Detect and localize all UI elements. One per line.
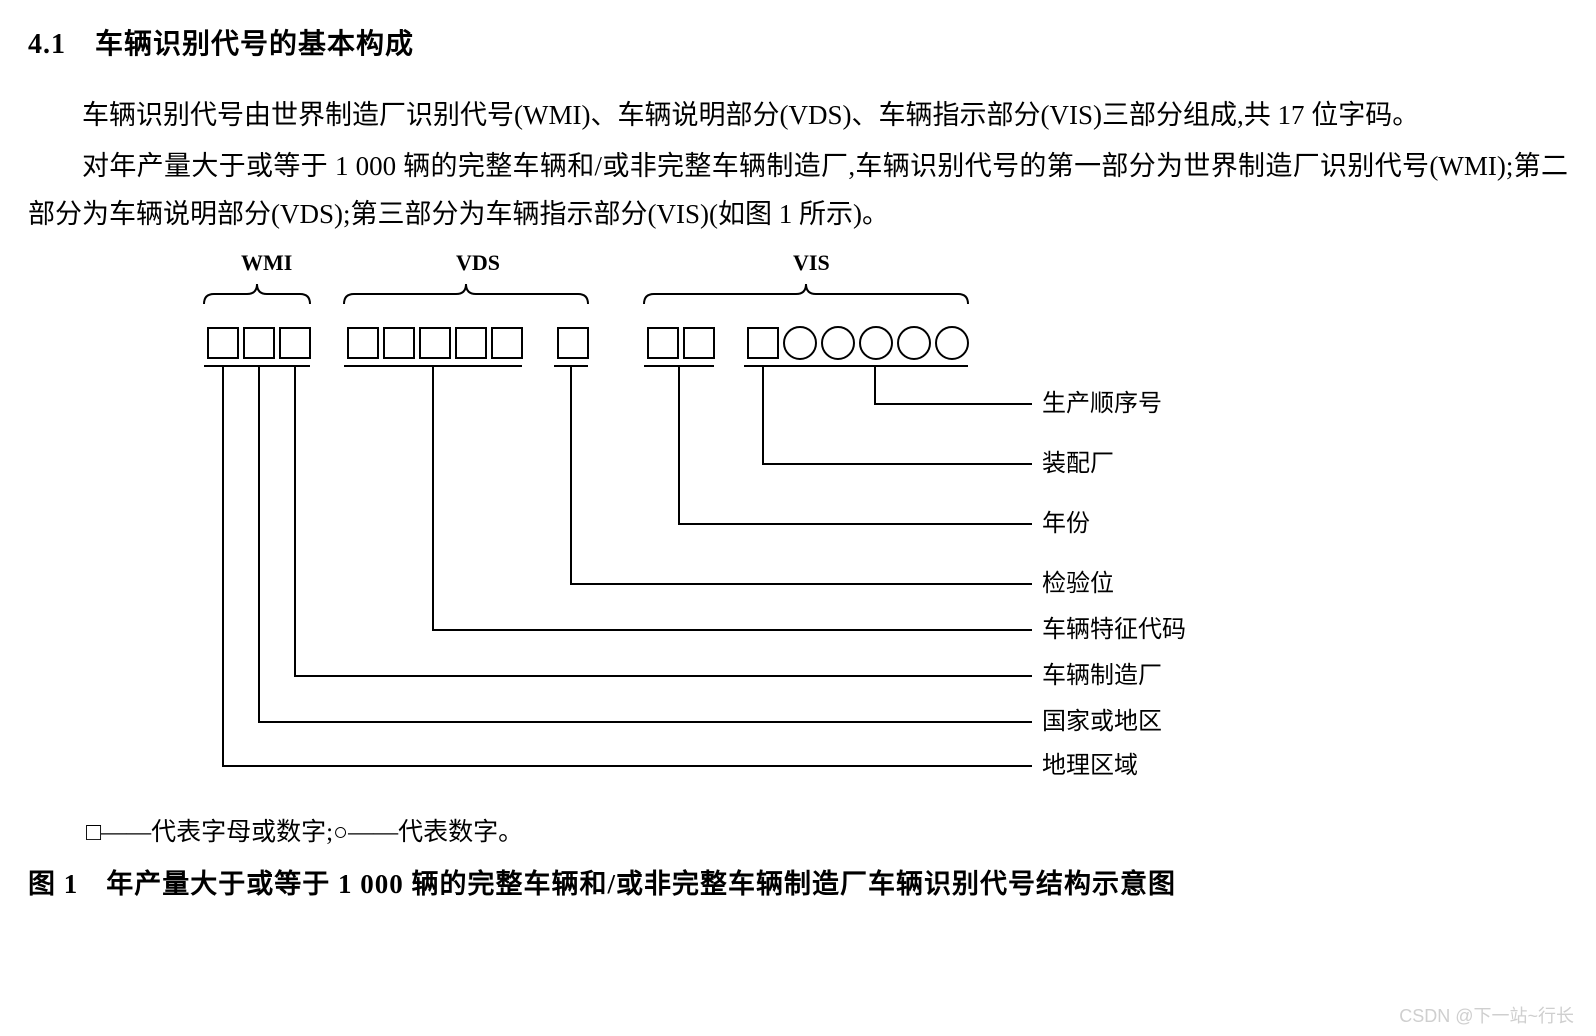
page: 4.1 车辆识别代号的基本构成 车辆识别代号由世界制造厂识别代号(WMI)、车辆… [0, 0, 1596, 1036]
callout-plant: 装配厂 [1042, 452, 1114, 476]
paragraph-1: 车辆识别代号由世界制造厂识别代号(WMI)、车辆说明部分(VDS)、车辆指示部分… [28, 92, 1568, 139]
callout-year: 年份 [1042, 512, 1090, 536]
paragraph-2: 对年产量大于或等于 1 000 辆的完整车辆和/或非完整车辆制造厂,车辆识别代号… [28, 143, 1568, 238]
section-heading: 4.1 车辆识别代号的基本构成 [28, 22, 1568, 62]
callout-country: 国家或地区 [1042, 710, 1162, 734]
callout-seq: 生产顺序号 [1042, 392, 1162, 416]
watermark: CSDN @下一站~行长 [1399, 1002, 1574, 1028]
callout-maker: 车辆制造厂 [1042, 664, 1162, 688]
callout-feature: 车辆特征代码 [1042, 618, 1186, 642]
vin-structure-diagram: WMI VDS VIS [28, 248, 1568, 808]
figure-caption: 图 1 年产量大于或等于 1 000 辆的完整车辆和/或非完整车辆制造厂车辆识别… [28, 862, 1568, 901]
legend: □——代表字母或数字;○——代表数字。 [86, 812, 1568, 848]
diagram-svg [28, 248, 1568, 808]
callout-check: 检验位 [1042, 572, 1114, 596]
callout-region: 地理区域 [1042, 754, 1138, 778]
